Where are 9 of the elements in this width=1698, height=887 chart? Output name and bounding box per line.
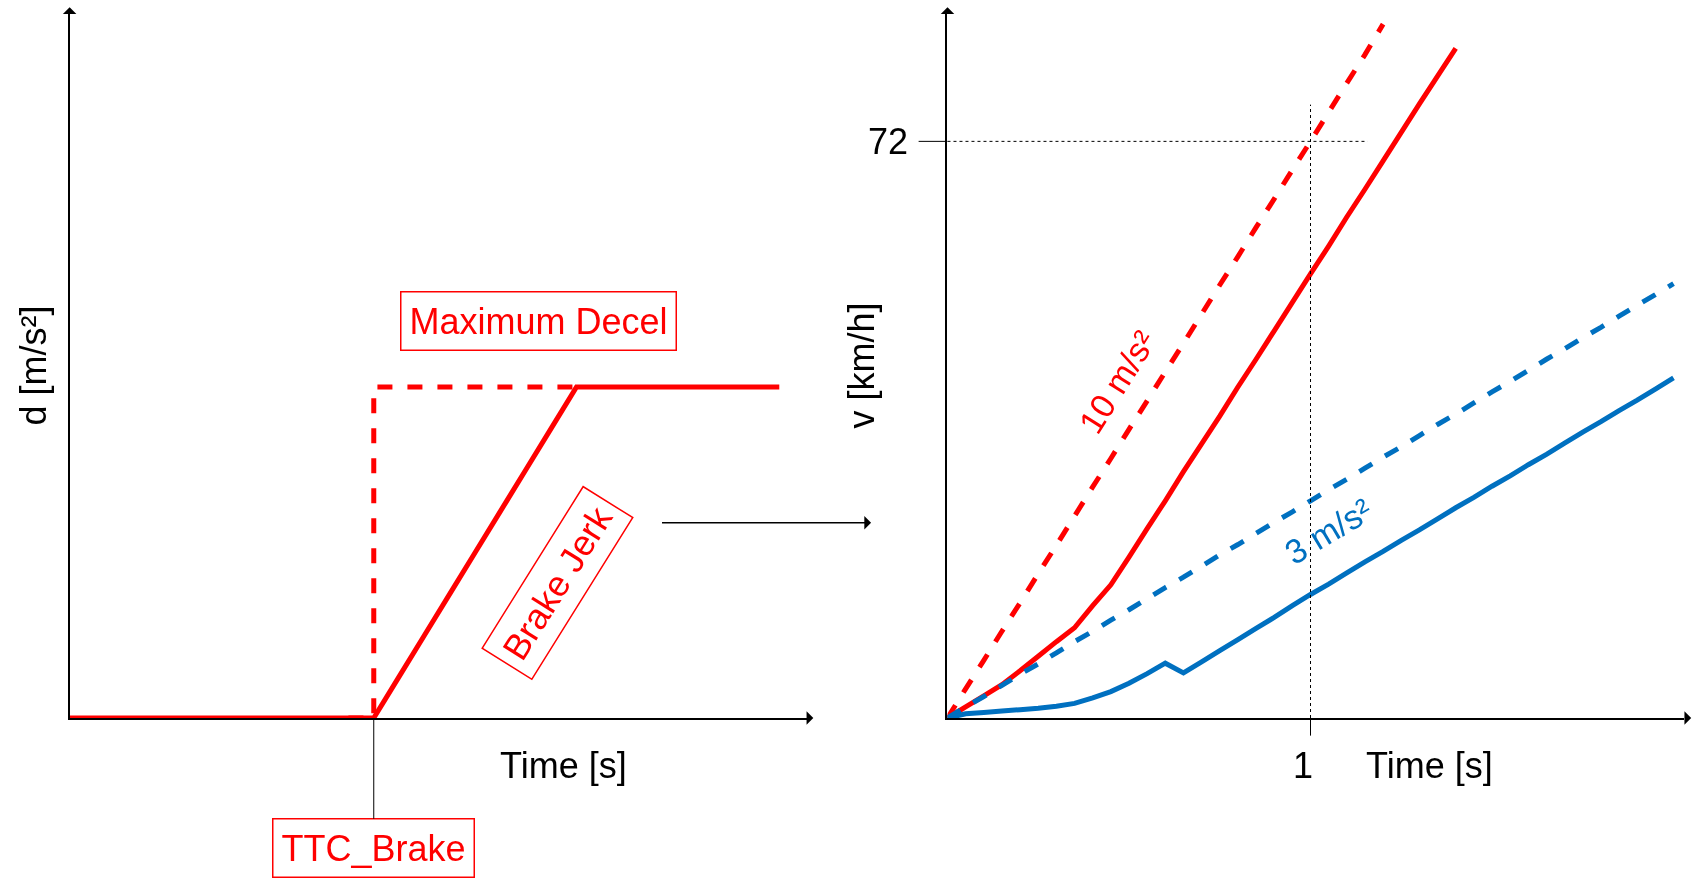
text: Maximum Decel <box>409 300 668 342</box>
text: 1 <box>1293 745 1314 786</box>
x-axis-title: Time [s] <box>500 745 627 786</box>
y-axis-title: d [m/s²] <box>13 305 55 426</box>
text: 3 m/s² <box>1278 490 1379 572</box>
y-axis-title: v [km/h] <box>841 302 883 429</box>
text: 72 <box>868 121 909 162</box>
x-axis-title: Time [s] <box>1366 745 1493 786</box>
text: TTC_Brake <box>281 827 466 869</box>
